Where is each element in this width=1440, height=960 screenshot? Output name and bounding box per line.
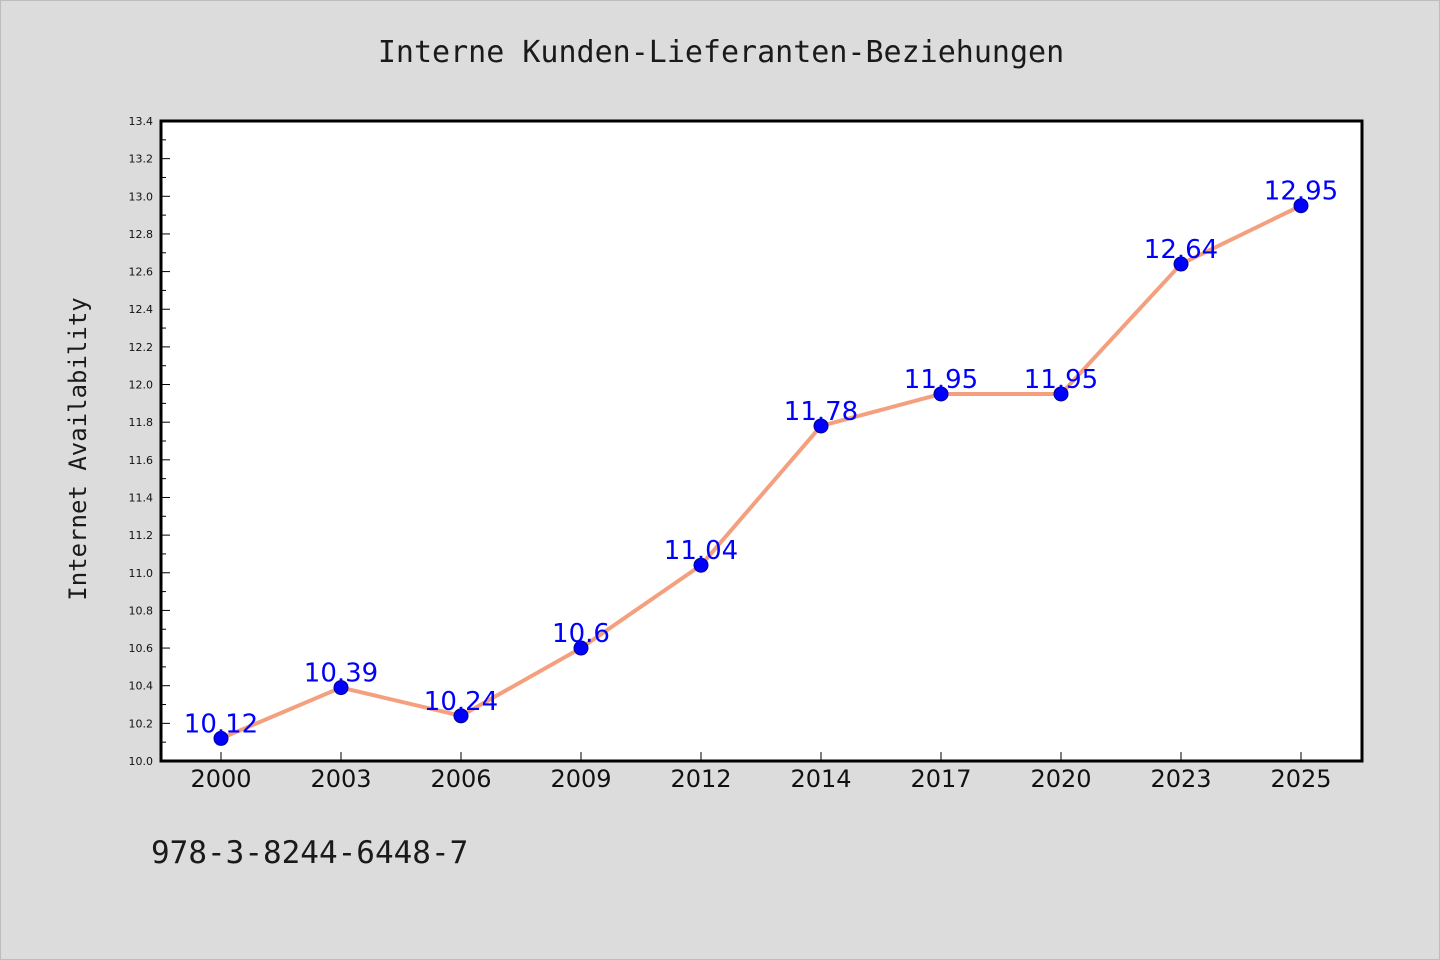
data-label: 10.12: [184, 709, 258, 739]
y-tick-label: 10.0: [129, 755, 154, 768]
footer-code: 978-3-8244-6448-7: [151, 835, 469, 871]
y-tick-label: 12.0: [129, 379, 154, 392]
data-label: 12.95: [1264, 177, 1338, 207]
x-axis: 2000 2003 2006 2009 2012 2014 2017 2020 2023 2025: [190, 752, 1332, 793]
data-label: 10.24: [424, 687, 498, 717]
x-tick-label: 2000: [190, 765, 251, 793]
x-tick-label: 2017: [910, 765, 971, 793]
y-axis: 10.0 10.2 10.4 10.6 10.8 11.0 11.2 11.4 11.6 11.8…: [129, 115, 170, 768]
y-tick-label: 10.4: [129, 680, 154, 693]
data-point-marker: [213, 730, 229, 746]
y-tick-label: 11.8: [129, 416, 154, 429]
y-tick-label: 10.8: [129, 604, 154, 617]
x-tick-label: 2023: [1150, 765, 1211, 793]
data-label: 11.95: [904, 365, 978, 395]
y-tick-label: 12.6: [129, 266, 154, 279]
data-label: 11.95: [1024, 365, 1098, 395]
y-tick-label: 10.6: [129, 642, 154, 655]
x-tick-label: 2020: [1030, 765, 1091, 793]
data-point-marker: [1053, 386, 1069, 402]
plot-area: [159, 119, 1364, 763]
x-tick-label: 2006: [430, 765, 491, 793]
data-point-marker: [813, 418, 829, 434]
data-label: 10.6: [552, 619, 610, 649]
data-point-marker: [453, 708, 469, 724]
data-label: 11.04: [664, 536, 738, 566]
data-point-marker: [1293, 198, 1309, 214]
y-tick-label: 13.4: [129, 115, 154, 128]
data-point-marker: [1173, 256, 1189, 272]
chart-title: Interne Kunden-Lieferanten-Beziehungen: [377, 35, 1065, 70]
y-tick-label: 12.4: [129, 303, 154, 316]
series-line: [219, 203, 1303, 741]
y-tick-label: 13.2: [129, 153, 154, 166]
y-tick-label: 10.2: [129, 717, 154, 730]
data-label: 11.78: [784, 397, 858, 427]
y-tick-label: 13.0: [129, 190, 154, 203]
x-tick-label: 2025: [1270, 765, 1331, 793]
y-tick-label: 11.0: [129, 567, 154, 580]
x-tick-label: 2009: [550, 765, 611, 793]
data-series: 10.12 10.39 10.24 10.6 11.04 11.78 11.95 11.95 1…: [184, 177, 1338, 746]
y-tick-label: 11.4: [129, 491, 154, 504]
data-point-marker: [573, 640, 589, 656]
data-label: 12.64: [1144, 235, 1218, 265]
data-point-marker: [693, 557, 709, 573]
y-tick-label: 12.2: [129, 341, 154, 354]
x-tick-label: 2012: [670, 765, 731, 793]
y-tick-label: 11.2: [129, 529, 154, 542]
data-point-marker: [933, 386, 949, 402]
x-tick-label: 2003: [310, 765, 371, 793]
y-tick-label: 12.8: [129, 228, 154, 241]
data-point-marker: [333, 680, 349, 696]
x-tick-label: 2014: [790, 765, 851, 793]
data-label: 10.39: [304, 659, 378, 689]
y-tick-label: 11.6: [129, 454, 154, 467]
